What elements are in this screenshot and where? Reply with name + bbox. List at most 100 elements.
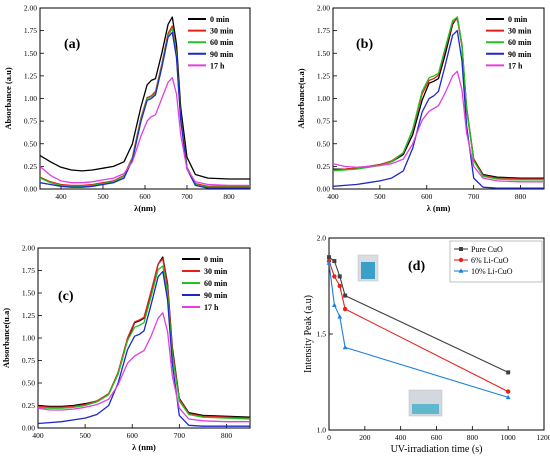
x-tick-label: 400: [327, 192, 339, 201]
x-tick-label: 700: [468, 192, 480, 201]
y-tick-label: 2.00: [22, 244, 35, 253]
x-tick-label: 800: [467, 433, 479, 442]
x-tick-label: 800: [221, 431, 233, 440]
x-tick-label: 1200: [537, 433, 550, 442]
y-tick-label: 0.50: [24, 139, 37, 148]
y-tick-label: 1.75: [22, 266, 35, 275]
legend-entry: 60 min: [204, 279, 228, 288]
legend-entry: 17 h: [204, 303, 219, 312]
legend-entry: 17 h: [508, 61, 523, 70]
data-point: [505, 389, 511, 394]
y-tick-label: 1.00: [22, 334, 35, 343]
series-line-17-h: [38, 312, 250, 423]
y-tick-label: 1.50: [24, 49, 37, 58]
data-point: [342, 306, 348, 312]
legend-entry: 90 min: [204, 291, 228, 300]
legend-entry: 10% Li-CuO: [471, 267, 513, 276]
legend-entry: 60 min: [210, 38, 234, 47]
x-tick-label: 600: [431, 433, 443, 442]
legend-entry: 30 min: [210, 27, 234, 36]
y-tick-label: 1.75: [317, 26, 330, 35]
x-tick-label: 500: [97, 192, 109, 201]
x-tick-label: 400: [395, 433, 407, 442]
legend-entry: 6% Li-CuO: [471, 256, 509, 265]
y-tick-label: 0.25: [22, 401, 35, 410]
data-point: [342, 344, 348, 350]
y-tick-label: 1.5: [317, 330, 327, 339]
data-point: [343, 293, 348, 298]
x-tick-label: 600: [421, 192, 433, 201]
y-axis-label: Absorbance (a.u): [3, 67, 13, 130]
data-point: [327, 255, 331, 260]
series-line-90-min: [333, 29, 544, 189]
x-tick-label: 0: [327, 433, 331, 442]
legend-entry: 90 min: [508, 50, 532, 59]
y-tick-label: 1.25: [22, 311, 35, 320]
y-tick-label: 2.00: [317, 4, 330, 13]
y-tick-label: 1.00: [24, 94, 37, 103]
y-tick-label: 1.25: [317, 71, 330, 80]
y-tick-label: 0.75: [22, 356, 35, 365]
x-tick-label: 700: [174, 431, 186, 440]
photo-liquid: [412, 404, 439, 414]
y-tick-label: 1.00: [317, 94, 330, 103]
series-line-17-h: [333, 70, 544, 183]
x-tick-label: 800: [515, 192, 527, 201]
legend-entry: 90 min: [210, 50, 234, 59]
photo-liquid: [361, 262, 375, 279]
series-line-60-min: [38, 265, 250, 420]
legend-box: [449, 240, 543, 283]
data-point: [337, 274, 342, 279]
panel-label: (a): [64, 37, 81, 52]
data-point: [326, 260, 332, 265]
series-line-0-min: [40, 16, 250, 180]
y-tick-label: 1.50: [22, 289, 35, 298]
panel-b: 400 500 600 700 800 0.00 0.25 0.50 0.75 1.00 1.25 1…: [296, 4, 545, 213]
x-tick-label: 400: [32, 431, 44, 440]
y-tick-label: 1.50: [317, 49, 330, 58]
data-point: [332, 274, 337, 279]
legend-entry: 60 min: [508, 38, 532, 47]
y-tick-label: 0.00: [317, 185, 330, 194]
panel-a: 400 500 600 700 800 0.00 0.25 0.50 0.75 1.00 1.25 1…: [3, 4, 251, 213]
y-axis-label: Absorbance(u.a): [296, 68, 306, 128]
legend-entry: 17 h: [210, 61, 225, 70]
y-tick-label: 1.75: [24, 26, 37, 35]
y-tick-label: 0.25: [317, 162, 330, 171]
cuvette-photo-inset: [357, 254, 379, 282]
cuvette-photo-inset: [408, 389, 443, 417]
x-tick-label: 800: [223, 192, 235, 201]
legend-entry: 30 min: [508, 27, 532, 36]
x-tick-label: 500: [374, 192, 386, 201]
data-point: [506, 370, 511, 375]
panel-label: (c): [58, 289, 74, 304]
x-tick-label: 600: [139, 192, 151, 201]
x-axis-label: λ(nm): [134, 203, 156, 213]
x-axis-label: λ (nm): [132, 442, 156, 452]
panel-c: 400 500 600 700 800 0.00 0.25 0.50 0.75 1.00 1.25 1…: [1, 244, 251, 452]
y-axis-label: Intensity Peak (a.u): [303, 295, 314, 373]
legend-marker: [458, 257, 464, 263]
x-tick-label: 1000: [501, 433, 516, 442]
y-tick-label: 0.50: [22, 379, 35, 388]
x-tick-label: 600: [127, 431, 139, 440]
panel-label: (d): [408, 259, 425, 274]
panel-d: 0 200 400 600 800 1000 1200 1.0 1.5 2.0 UV-irradia…: [303, 234, 550, 456]
y-tick-label: 0.75: [24, 117, 37, 126]
legend-marker: [458, 268, 464, 273]
y-tick-label: 2.00: [24, 4, 37, 13]
x-tick-label: 500: [79, 431, 91, 440]
legend-entry: Pure CuO: [471, 245, 503, 254]
y-axis-label: Absorbance(u.a): [1, 308, 11, 368]
legend-marker: [459, 247, 463, 251]
y-tick-label: 0.00: [24, 185, 37, 194]
y-tick-label: 0.25: [24, 162, 37, 171]
y-tick-label: 0.00: [22, 424, 35, 433]
x-axis-label: UV-irradiation time (s): [391, 444, 483, 455]
data-point: [505, 394, 511, 400]
x-tick-label: 200: [359, 433, 371, 442]
y-tick-label: 1.25: [24, 71, 37, 80]
y-tick-label: 1.0: [317, 426, 327, 435]
series-line-90-min: [38, 270, 250, 427]
